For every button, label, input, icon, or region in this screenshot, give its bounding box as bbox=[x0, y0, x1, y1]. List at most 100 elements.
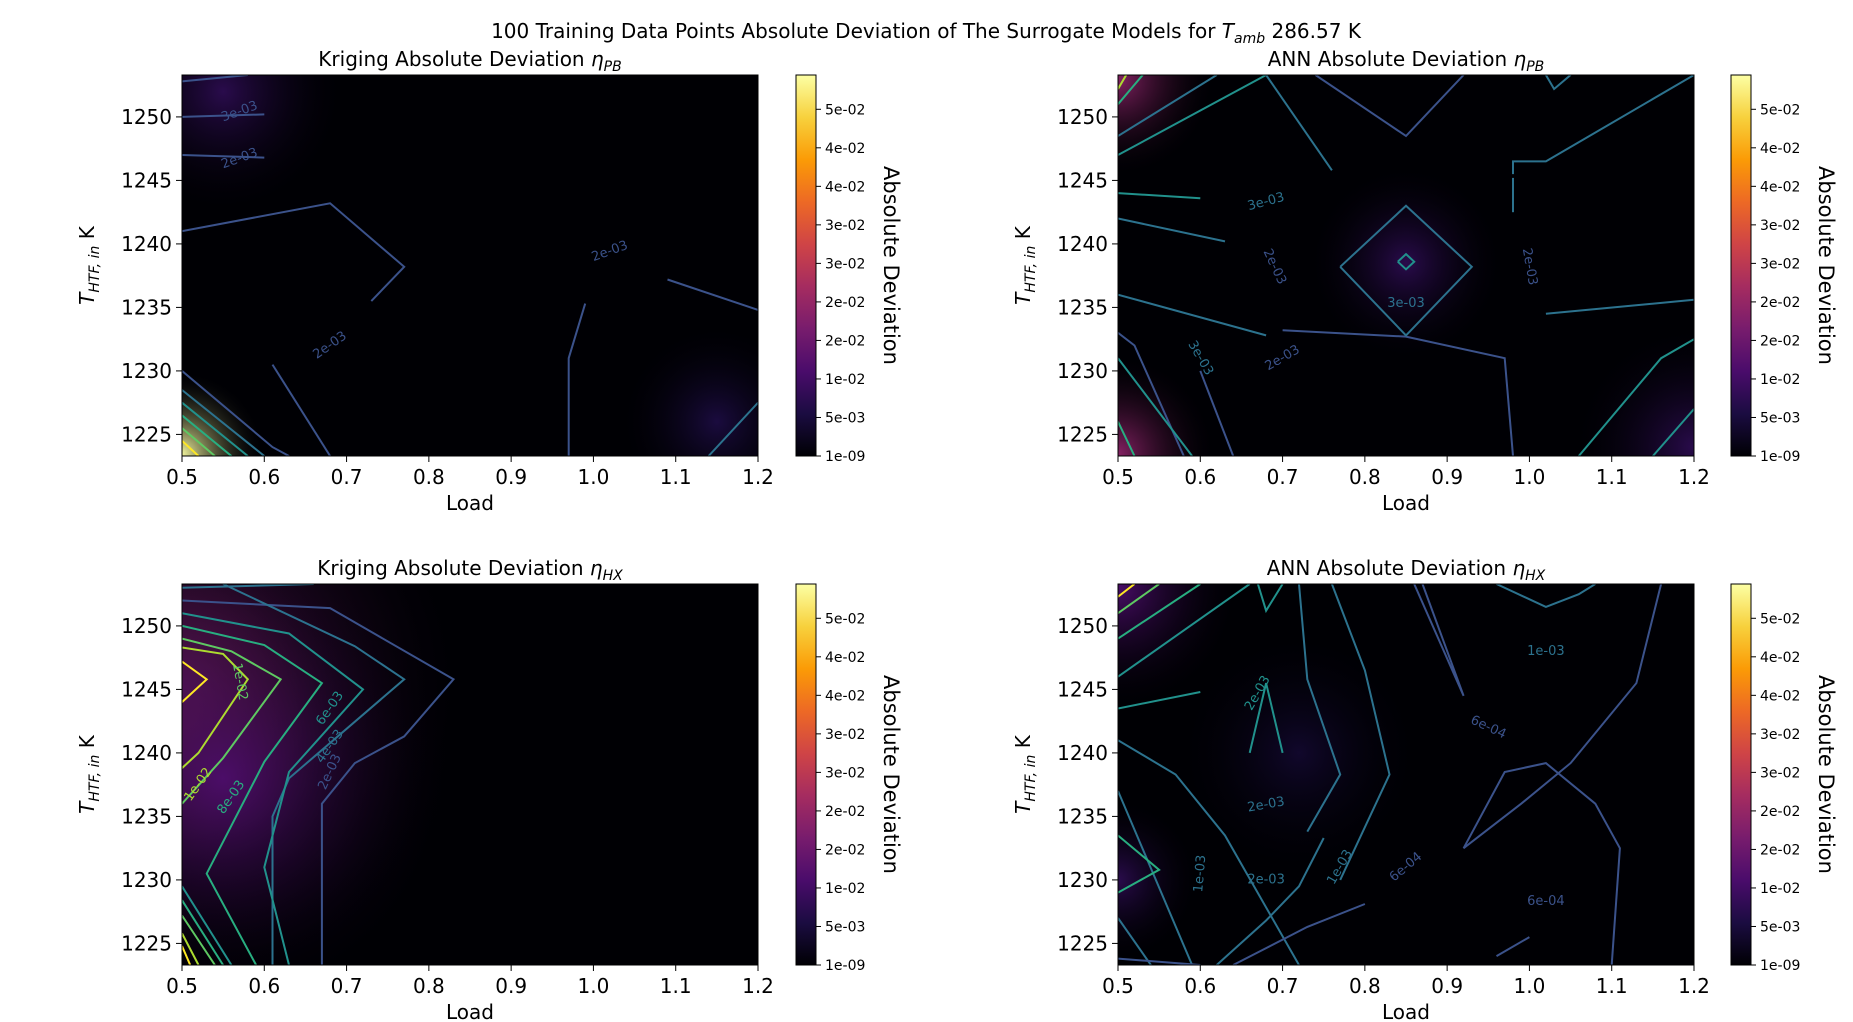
x-tick-label: 1.1 bbox=[1596, 465, 1628, 489]
colorbar-tick-label: 1e-02 bbox=[1760, 881, 1800, 897]
y-tick-label: 1230 bbox=[121, 359, 172, 383]
contour-line bbox=[1496, 584, 1596, 608]
contour-line bbox=[1232, 903, 1366, 965]
heatmap-hotspot bbox=[618, 322, 758, 456]
y-tick-label: 1235 bbox=[121, 295, 172, 319]
x-tick-label: 0.9 bbox=[1431, 974, 1463, 998]
colorbar-tick-label: 3e-02 bbox=[1760, 727, 1800, 743]
colorbar-label: Absolute Deviation bbox=[879, 166, 903, 365]
contour-line bbox=[1199, 370, 1235, 456]
contour-line bbox=[182, 401, 249, 456]
x-tick-label: 0.7 bbox=[331, 465, 363, 489]
contour-line bbox=[1118, 192, 1201, 200]
colorbar-tick-label: 2e-02 bbox=[825, 842, 865, 858]
panel-title: ANN Absolute Deviation ηHX bbox=[1267, 556, 1546, 584]
colorbar-tick-label: 1e-02 bbox=[825, 881, 865, 897]
contour-line bbox=[1118, 357, 1193, 456]
colorbar-tick-label: 3e-02 bbox=[1760, 218, 1800, 234]
contour-line bbox=[1118, 584, 1160, 615]
contour-line bbox=[1118, 217, 1226, 243]
y-tick-label: 1245 bbox=[1057, 677, 1108, 701]
y-tick-label: 1245 bbox=[1057, 168, 1108, 192]
contour-line bbox=[182, 899, 224, 965]
contour-line bbox=[1118, 584, 1201, 640]
y-tick-label: 1240 bbox=[121, 741, 172, 765]
contour-line bbox=[1298, 584, 1342, 833]
heatmap-hotspot bbox=[182, 75, 347, 215]
colorbar-tick-label: 4e-02 bbox=[825, 141, 865, 157]
y-tick-label: 1250 bbox=[1057, 105, 1108, 129]
colorbar-tick-label: 4e-02 bbox=[825, 688, 865, 704]
contour-line bbox=[1652, 408, 1694, 456]
contour-line bbox=[567, 303, 587, 456]
y-tick-label: 1225 bbox=[1057, 422, 1108, 446]
x-tick-label: 0.5 bbox=[1102, 974, 1134, 998]
contour-line bbox=[182, 113, 265, 118]
y-tick-label: 1230 bbox=[1057, 868, 1108, 892]
colorbar-label: Absolute Deviation bbox=[879, 675, 903, 874]
y-tick-label: 1250 bbox=[121, 614, 172, 638]
colorbar-tick-label: 3e-02 bbox=[825, 256, 865, 272]
colorbar-tick-label: 3e-02 bbox=[825, 727, 865, 743]
panel-title: ANN Absolute Deviation ηPB bbox=[1268, 47, 1545, 75]
contour-line bbox=[182, 584, 314, 589]
contour-line bbox=[182, 612, 365, 965]
colorbar-tick-label: 2e-02 bbox=[825, 295, 865, 311]
y-tick-label: 1225 bbox=[1057, 931, 1108, 955]
contour-line bbox=[182, 660, 209, 703]
contour-line bbox=[1512, 75, 1694, 175]
x-tick-label: 0.9 bbox=[495, 974, 527, 998]
colorbar-tick-label: 5e-02 bbox=[1760, 611, 1800, 627]
contour-label: 1e-03 bbox=[1191, 854, 1209, 893]
contour-line bbox=[271, 364, 331, 456]
plot-frame bbox=[1117, 74, 1695, 457]
x-tick-label: 0.6 bbox=[1184, 974, 1216, 998]
colorbar-tick-label: 5e-03 bbox=[1760, 919, 1800, 935]
colorbar-tick-label: 1e-09 bbox=[1760, 449, 1800, 465]
colorbar-tick-label: 2e-02 bbox=[825, 804, 865, 820]
contour-line bbox=[1118, 584, 1136, 598]
colorbar-tick-label: 4e-02 bbox=[1760, 179, 1800, 195]
panel-title: Kriging Absolute Deviation ηPB bbox=[318, 47, 621, 75]
contour-line bbox=[1118, 75, 1128, 90]
y-tick-label: 1250 bbox=[121, 105, 172, 129]
heatmap-hotspot bbox=[182, 584, 454, 965]
contour-line bbox=[182, 75, 248, 83]
contour-line bbox=[1118, 75, 1218, 137]
colorbar-tick-label: 3e-02 bbox=[825, 218, 865, 234]
y-tick-label: 1240 bbox=[1057, 741, 1108, 765]
contour-line bbox=[182, 370, 290, 456]
y-axis-label: THTF, in K bbox=[1011, 734, 1039, 814]
contour-line bbox=[707, 402, 758, 456]
plot-frame bbox=[181, 74, 759, 457]
colorbar-tick-label: 5e-03 bbox=[1760, 410, 1800, 426]
contour-line bbox=[182, 945, 192, 965]
x-tick-label: 0.8 bbox=[413, 974, 445, 998]
contour-line bbox=[1339, 204, 1474, 337]
x-tick-label: 0.8 bbox=[1349, 465, 1381, 489]
y-tick-label: 1250 bbox=[1057, 614, 1108, 638]
x-tick-label: 0.7 bbox=[1267, 465, 1299, 489]
contour-line bbox=[182, 885, 233, 965]
colorbar-tick-label: 4e-02 bbox=[1760, 650, 1800, 666]
x-tick-label: 0.8 bbox=[1349, 974, 1381, 998]
colorbar-tick-label: 5e-02 bbox=[1760, 102, 1800, 118]
contour-line bbox=[1282, 329, 1514, 456]
x-tick-label: 0.6 bbox=[248, 465, 280, 489]
contour-line bbox=[1118, 421, 1136, 456]
contour-line bbox=[1314, 75, 1465, 138]
contour-line bbox=[1118, 75, 1267, 156]
contour-line bbox=[1578, 338, 1694, 456]
colorbar-tick-label: 4e-02 bbox=[1760, 141, 1800, 157]
contour-label: 1e-03 bbox=[1527, 644, 1565, 659]
figure-title: 100 Training Data Points Absolute Deviat… bbox=[491, 19, 1362, 47]
contour-line bbox=[1495, 936, 1530, 957]
contour-line bbox=[1545, 298, 1694, 315]
contour-label: 3e-03 bbox=[1387, 296, 1425, 311]
x-axis-label: Load bbox=[446, 491, 494, 515]
